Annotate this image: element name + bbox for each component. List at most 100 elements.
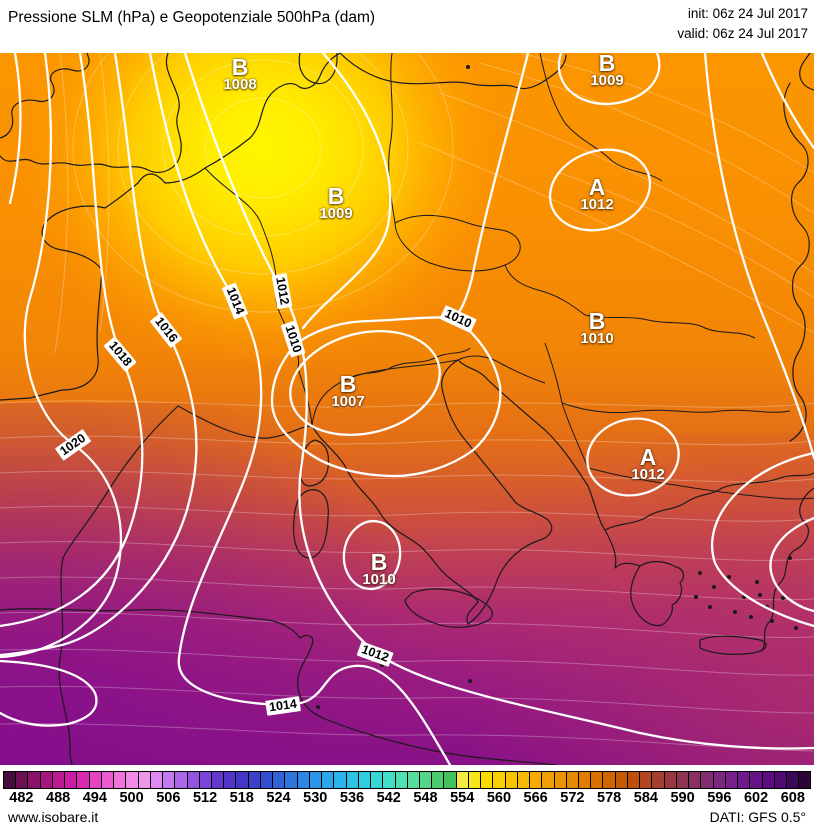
- colorbar-cell: [591, 772, 604, 788]
- colorbar-cell: [101, 772, 115, 788]
- colorbar-tick-label: 542: [376, 790, 401, 806]
- colorbar-cell: [150, 772, 164, 788]
- colorbar-tick-label: 596: [707, 790, 732, 806]
- colorbar-cell: [603, 772, 616, 788]
- colorbar-tick-label: 494: [82, 790, 107, 806]
- colorbar-cell: [689, 772, 702, 788]
- init-time: init: 06z 24 Jul 2017: [687, 6, 808, 21]
- colorbar-cell: [676, 772, 690, 788]
- colorbar-cell: [407, 772, 420, 788]
- colorbar-tick-label: 536: [339, 790, 365, 806]
- colorbar-cell: [627, 772, 641, 788]
- colorbar-cell: [199, 772, 212, 788]
- colorbar-tick-label: 530: [303, 790, 328, 806]
- colorbar-cell: [738, 772, 751, 788]
- coastlines: [0, 53, 814, 765]
- colorbar-labels: 482 488 494 500 506 512 518 524 530 536 542 548 554 5…: [3, 790, 811, 806]
- colorbar-cell: [297, 772, 310, 788]
- colorbar-cell: [114, 772, 127, 788]
- faint-contours: [0, 53, 814, 752]
- colorbar-cell: [505, 772, 518, 788]
- colorbar-tick-label: 590: [670, 790, 695, 806]
- page-title: Pressione SLM (hPa) e Geopotenziale 500h…: [8, 9, 376, 26]
- colorbar-tick-label: 560: [486, 790, 512, 806]
- colorbar-cell: [309, 772, 323, 788]
- colorbar-cell: [273, 772, 286, 788]
- colorbar: [3, 771, 811, 789]
- weather-map: B 1008 B 1009 A 1012 B 1009 B 1010 B 1007 A 1012 B 1010…: [0, 53, 814, 765]
- colorbar-cell: [432, 772, 445, 788]
- colorbar-cell: [468, 772, 482, 788]
- colorbar-tick-label: 566: [523, 790, 548, 806]
- colorbar-cell: [383, 772, 396, 788]
- colorbar-cell: [224, 772, 237, 788]
- colorbar-cell: [579, 772, 592, 788]
- site-credit: www.isobare.it: [8, 809, 99, 825]
- colorbar-tick-label: 602: [743, 790, 769, 806]
- colorbar-cell: [652, 772, 665, 788]
- colorbar-cell: [725, 772, 739, 788]
- data-source-label: DATI: GFS 0.5°: [709, 809, 806, 825]
- colorbar-cell: [28, 772, 41, 788]
- colorbar-tick-label: 554: [450, 790, 475, 806]
- colorbar-cell: [554, 772, 567, 788]
- colorbar-cell: [799, 772, 811, 788]
- colorbar-cell: [542, 772, 555, 788]
- colorbar-cell: [456, 772, 469, 788]
- colorbar-cell: [16, 772, 29, 788]
- colorbar-cell: [774, 772, 787, 788]
- colorbar-cell: [77, 772, 90, 788]
- colorbar-cell: [40, 772, 53, 788]
- colorbar-cell: [285, 772, 298, 788]
- colorbar-cell: [566, 772, 580, 788]
- isobars: [0, 53, 814, 765]
- colorbar-cell: [750, 772, 763, 788]
- colorbar-cell: [211, 772, 225, 788]
- colorbar-tick-label: 500: [119, 790, 144, 806]
- colorbar-cell: [260, 772, 274, 788]
- colorbar-tick-label: 524: [266, 790, 291, 806]
- colorbar-tick-label: 518: [229, 790, 254, 806]
- colorbar-tick-label: 548: [413, 790, 438, 806]
- colorbar-cell: [138, 772, 151, 788]
- colorbar-cell: [419, 772, 433, 788]
- colorbar-cell: [89, 772, 102, 788]
- run-info: init: 06z 24 Jul 2017 valid: 06z 24 Jul …: [677, 4, 808, 43]
- colorbar-tick-label: 584: [633, 790, 658, 806]
- colorbar-cell: [334, 772, 347, 788]
- colorbar-cell: [322, 772, 335, 788]
- colorbar-cell: [52, 772, 66, 788]
- weather-map-svg: [0, 53, 814, 765]
- colorbar-cell: [395, 772, 408, 788]
- colorbar-cell: [126, 772, 139, 788]
- colorbar-cell: [481, 772, 494, 788]
- colorbar-cell: [187, 772, 200, 788]
- colorbar-tick-label: 572: [560, 790, 585, 806]
- colorbar-tick-label: 488: [46, 790, 71, 806]
- colorbar-cell: [640, 772, 653, 788]
- islands: [316, 65, 798, 709]
- colorbar-cell: [615, 772, 628, 788]
- colorbar-cell: [236, 772, 249, 788]
- colorbar-cell: [493, 772, 506, 788]
- colorbar-cell: [358, 772, 372, 788]
- colorbar-tick-label: 512: [192, 790, 218, 806]
- colorbar-cell: [248, 772, 261, 788]
- colorbar-cell: [664, 772, 677, 788]
- colorbar-tick-label: 608: [780, 790, 805, 806]
- colorbar-cell: [371, 772, 384, 788]
- colorbar-cell: [346, 772, 359, 788]
- colorbar-tick-label: 506: [156, 790, 181, 806]
- colorbar-cell: [701, 772, 714, 788]
- colorbar-cell: [175, 772, 188, 788]
- colorbar-cell: [713, 772, 726, 788]
- colorbar-tick-label: 482: [9, 790, 34, 806]
- colorbar-cell: [517, 772, 531, 788]
- colorbar-cell: [762, 772, 775, 788]
- colorbar-cell: [4, 772, 17, 788]
- colorbar-cell: [787, 772, 800, 788]
- colorbar-cell: [530, 772, 543, 788]
- valid-time: valid: 06z 24 Jul 2017: [677, 25, 808, 41]
- colorbar-tick-label: 578: [597, 790, 622, 806]
- colorbar-cell: [444, 772, 457, 788]
